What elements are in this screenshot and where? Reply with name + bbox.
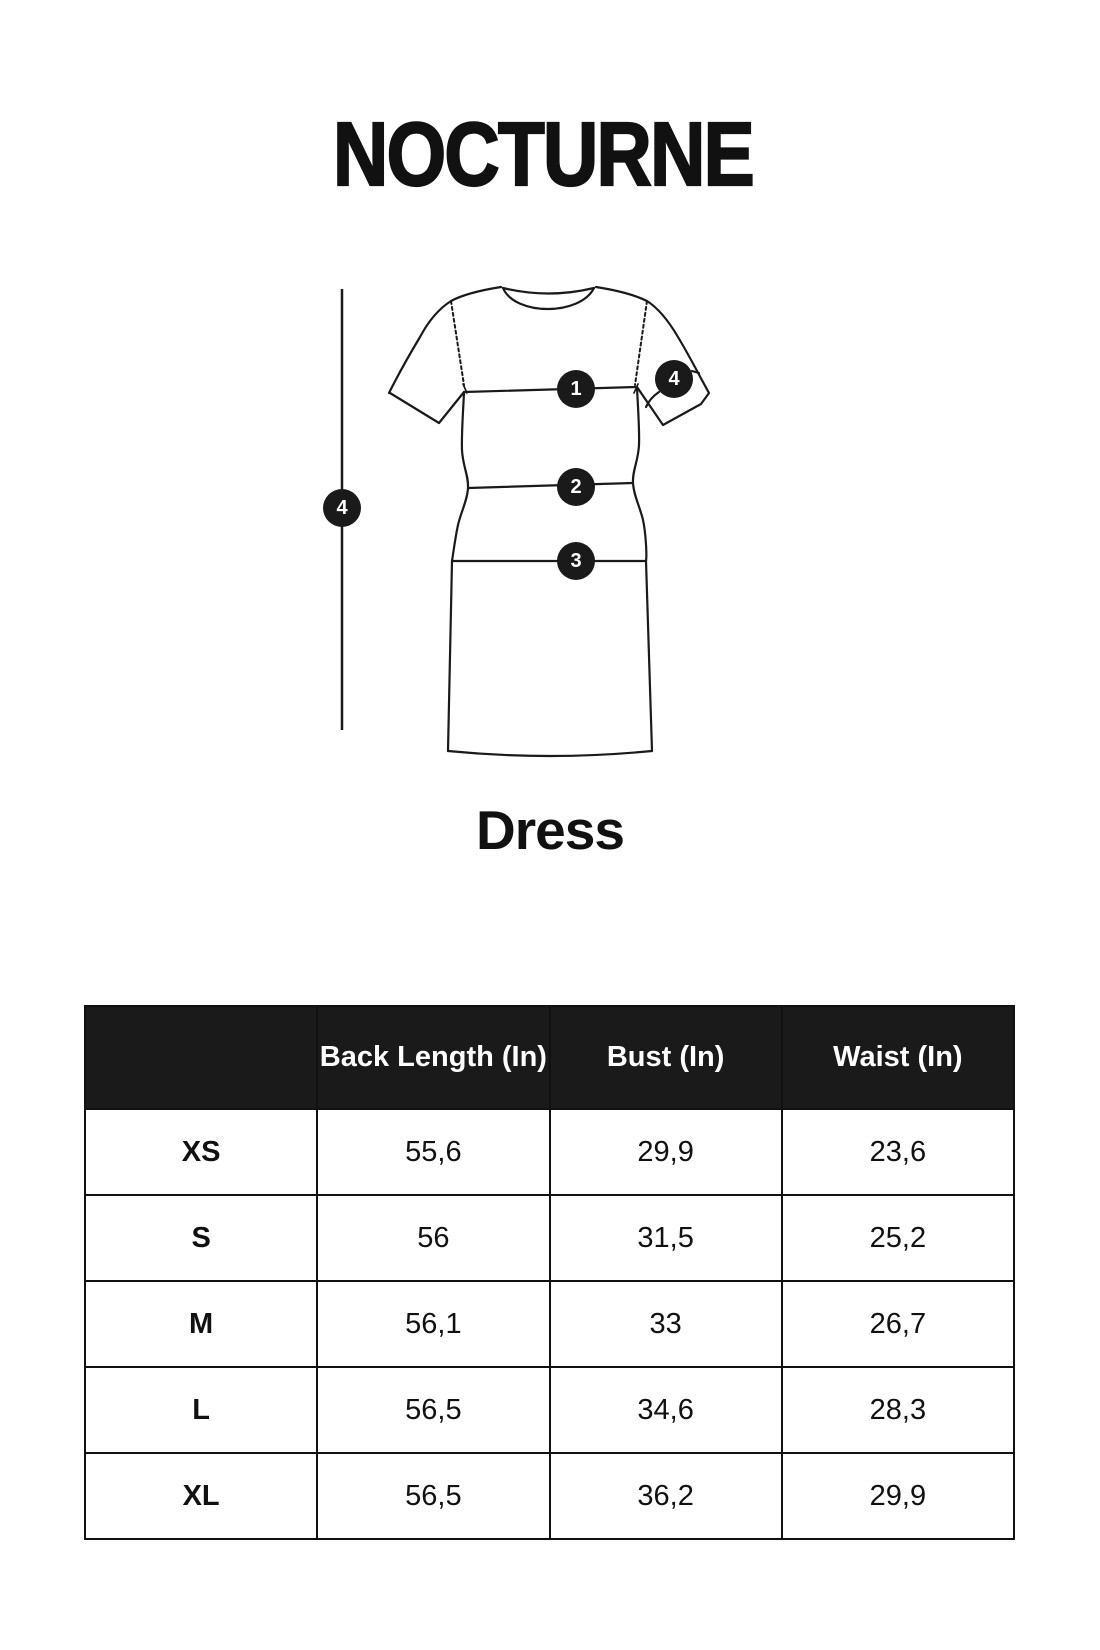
svg-text:3: 3 [570, 550, 581, 572]
svg-text:1: 1 [570, 378, 581, 400]
svg-text:2: 2 [570, 476, 581, 498]
svg-text:4: 4 [336, 497, 348, 519]
svg-text:4: 4 [668, 368, 680, 390]
